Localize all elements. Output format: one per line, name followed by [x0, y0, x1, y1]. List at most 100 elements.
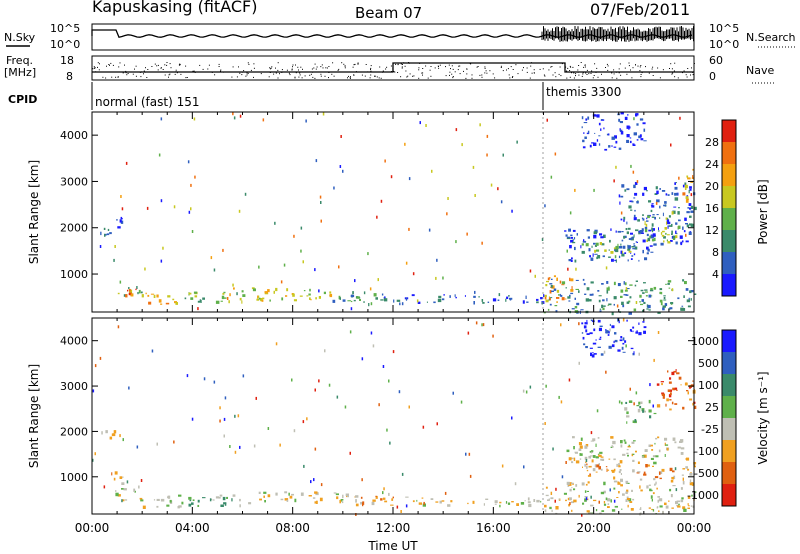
heatmap-cell: [631, 236, 634, 239]
colorbar-tick-label: -500: [694, 467, 719, 480]
heatmap-cell: [649, 289, 654, 292]
heatmap-cell: [569, 497, 572, 501]
heatmap-cell: [588, 455, 592, 459]
heatmap-cell: [604, 249, 607, 252]
freq-trace: [92, 62, 695, 79]
nave-dot: [477, 66, 479, 67]
heatmap-cell: [551, 509, 553, 512]
x-tick-label: 04:00: [175, 521, 210, 535]
heatmap-cell: [559, 280, 562, 284]
heatmap-cell: [665, 283, 667, 285]
heatmap-cell: [220, 504, 224, 507]
nave-dot: [292, 66, 293, 68]
heatmap-cell: [370, 331, 373, 335]
heatmap-cell: [560, 294, 563, 297]
nave-dot: [450, 68, 451, 70]
heatmap-cell: [593, 234, 597, 239]
nave-dot: [281, 71, 283, 73]
nave-dot: [687, 68, 689, 69]
nave-dot: [509, 77, 511, 79]
heatmap-cell: [655, 186, 658, 190]
heatmap-cell: [473, 295, 476, 298]
heatmap-cell: [629, 501, 633, 503]
heatmap-cell: [684, 182, 687, 186]
nave-dot: [321, 64, 323, 66]
heatmap-cell: [629, 329, 632, 332]
heatmap-cell: [545, 494, 549, 497]
heatmap-cell: [558, 395, 560, 399]
heatmap-cell: [614, 255, 617, 259]
heatmap-cell: [165, 302, 170, 305]
heatmap-cell: [210, 498, 213, 501]
x-tick-label: 00:00: [75, 521, 110, 535]
x-tick-label: 16:00: [476, 521, 511, 535]
heatmap-cell: [561, 281, 566, 285]
heatmap-cell: [151, 349, 154, 353]
heatmap-cell: [609, 328, 611, 332]
heatmap-cell: [584, 136, 587, 139]
nave-dot: [144, 71, 146, 73]
heatmap-cell: [597, 255, 601, 259]
heatmap-cell: [561, 284, 565, 286]
heatmap-cell: [228, 300, 230, 304]
heatmap-cell: [676, 389, 678, 391]
heatmap-cell: [693, 405, 697, 409]
heatmap-cell: [674, 403, 678, 405]
heatmap-cell: [160, 303, 163, 305]
nave-dot: [577, 71, 579, 73]
nave-dot: [391, 71, 393, 72]
heatmap-cell: [644, 223, 646, 226]
nave-dot: [409, 73, 411, 75]
heatmap-cell: [620, 484, 623, 487]
heatmap-cell: [329, 291, 332, 294]
heatmap-cell: [575, 288, 579, 290]
heatmap-cell: [646, 308, 649, 310]
heatmap-cell: [687, 507, 690, 509]
heatmap-cell: [682, 477, 684, 481]
heatmap-cell: [613, 247, 617, 250]
nave-dot: [333, 75, 335, 77]
heatmap-cell: [509, 297, 513, 300]
heatmap-cell: [447, 504, 451, 507]
heatmap-cell: [644, 228, 648, 233]
nave-dot: [485, 70, 487, 72]
heatmap-cell: [664, 437, 668, 441]
heatmap-cell: [625, 228, 628, 231]
heatmap-cell: [565, 287, 567, 289]
heatmap-cell: [605, 266, 608, 270]
heatmap-cell: [626, 449, 629, 451]
nsky-tick-low: 10^0: [50, 38, 80, 51]
heatmap-cell: [156, 498, 160, 501]
heatmap-cell: [586, 333, 590, 335]
nave-dot: [343, 63, 345, 65]
colorbar-frame: [721, 119, 737, 297]
heatmap-cell: [685, 233, 687, 237]
heatmap-cell: [373, 293, 377, 297]
heatmap-cell: [339, 499, 342, 504]
heatmap-cell: [259, 498, 262, 501]
heatmap-cell: [135, 288, 137, 291]
heatmap-cell: [569, 245, 572, 249]
nave-dot: [292, 64, 294, 66]
nave-dot: [669, 68, 670, 69]
nave-dot: [421, 72, 423, 74]
heatmap-cell: [291, 378, 293, 382]
nave-dot: [645, 66, 646, 68]
nave-dot: [492, 73, 494, 75]
heatmap-cell: [631, 441, 635, 444]
nave-dot: [118, 76, 119, 78]
heatmap-cell: [156, 442, 158, 446]
heatmap-cell: [336, 395, 339, 399]
heatmap-cell: [590, 495, 592, 499]
nave-dot: [241, 71, 243, 73]
heatmap-cell: [558, 294, 560, 296]
heatmap-cell: [442, 276, 444, 280]
nave-dot: [239, 72, 241, 74]
nave-dot: [583, 66, 585, 68]
heatmap-cell: [657, 499, 659, 503]
heatmap-cell: [190, 207, 192, 211]
heatmap-cell: [308, 293, 311, 296]
heatmap-cell: [631, 200, 634, 203]
heatmap-cell: [632, 248, 636, 250]
heatmap-cell: [607, 503, 610, 505]
